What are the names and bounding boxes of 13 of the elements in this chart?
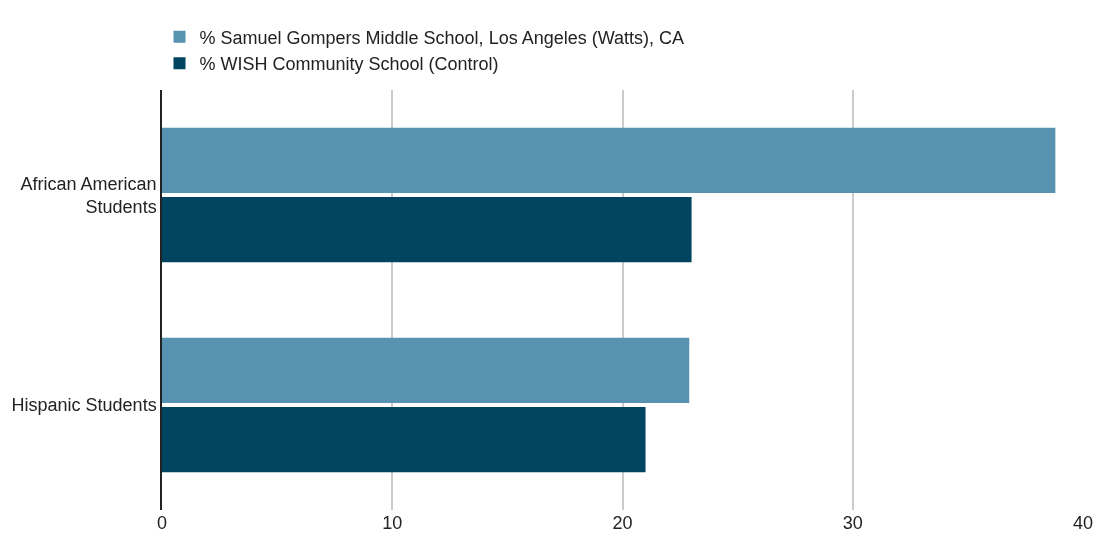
bar [162,127,1056,193]
bar [162,337,690,403]
y-tick-label: Hispanic Students [11,395,157,416]
x-tick-label: 20 [612,513,633,533]
x-tick-label: 10 [382,513,403,533]
y-tick-label: African American Students [20,173,157,217]
legend-label: % Samuel Gompers Middle School, Los Angeles (Watts), CA [199,27,685,48]
bar [162,197,692,263]
x-tick-label: 30 [842,513,863,533]
x-tick-label: 0 [156,513,168,533]
bar [162,407,646,473]
legend-label: % WISH Community School (Control) [199,54,499,75]
x-tick-label: 40 [1072,513,1094,533]
